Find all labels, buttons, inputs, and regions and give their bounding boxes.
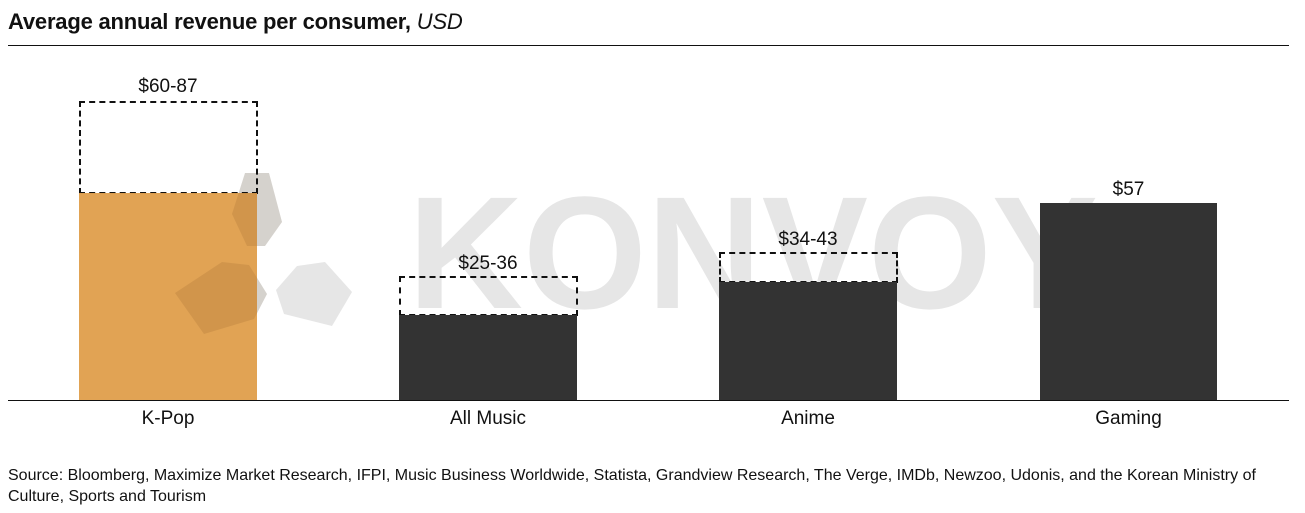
kpop-value-label: $60-87	[138, 76, 198, 97]
all-music-range-box	[399, 276, 578, 316]
gaming-value-label: $57	[1112, 179, 1145, 200]
all-music-bar	[399, 315, 577, 400]
chart-title: Average annual revenue per consumer, USD	[8, 9, 463, 35]
anime-value-label: $34-43	[778, 229, 838, 250]
kpop-category-label: K-Pop	[141, 408, 195, 429]
anime-category-label: Anime	[781, 408, 835, 429]
chart-title-text: Average annual revenue per consumer,	[8, 9, 411, 34]
gaming-bar	[1040, 203, 1217, 400]
source-note: Source: Bloomberg, Maximize Market Resea…	[8, 467, 1256, 505]
all-music-value-label: $25-36	[458, 253, 518, 274]
anime-bar	[719, 282, 897, 400]
all-music-category-label: All Music	[449, 408, 526, 429]
chart-title-unit: USD	[416, 9, 463, 34]
title-divider	[8, 45, 1289, 46]
gaming-category-label: Gaming	[1095, 408, 1162, 429]
kpop-bar	[79, 193, 257, 400]
x-axis-baseline	[8, 400, 1289, 401]
anime-range-box	[719, 252, 898, 283]
kpop-range-box	[79, 101, 258, 194]
